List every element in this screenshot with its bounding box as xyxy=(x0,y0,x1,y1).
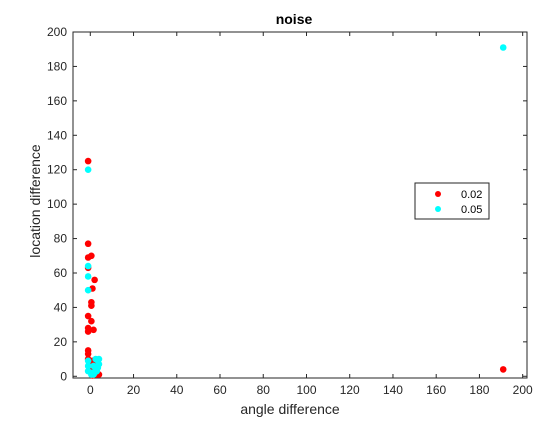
data-point-series-1 xyxy=(84,254,92,261)
legend: 0.02 0.05 xyxy=(414,182,490,220)
data-point-series-1 xyxy=(84,312,92,320)
x-tick-label: 60 xyxy=(213,383,227,397)
data-point-series-1 xyxy=(84,240,92,248)
chart-title: noise xyxy=(276,11,313,27)
data-point-series-2 xyxy=(84,262,92,270)
data-point-series-2 xyxy=(95,355,103,363)
legend-label: 0.02 xyxy=(461,189,482,201)
data-point-series-2 xyxy=(84,166,92,174)
data-point-series-2 xyxy=(84,273,92,280)
data-point-series-1 xyxy=(84,157,92,165)
legend-marker xyxy=(435,206,441,212)
data-point-series-1 xyxy=(90,326,97,334)
data-point-series-1 xyxy=(88,317,95,325)
data-point-series-1 xyxy=(84,328,92,335)
legend-label: 0.05 xyxy=(461,204,482,216)
y-tick-label: 40 xyxy=(54,300,68,314)
y-tick-label: 0 xyxy=(60,369,67,383)
y-tick-label: 60 xyxy=(54,266,68,280)
legend-box xyxy=(414,182,490,220)
y-tick-label: 200 xyxy=(47,25,67,39)
legend-marker xyxy=(435,191,441,197)
x-tick-label: 180 xyxy=(469,383,489,397)
data-point-series-2 xyxy=(84,357,92,365)
x-tick-label: 200 xyxy=(513,383,533,397)
x-axis-label: angle difference xyxy=(240,401,340,417)
data-point-series-2 xyxy=(499,44,507,51)
y-tick-label: 20 xyxy=(54,335,68,349)
axis-ticks xyxy=(73,31,527,378)
data-point-series-2 xyxy=(84,362,92,370)
data-point-series-1 xyxy=(499,366,507,373)
data-points xyxy=(84,44,507,379)
x-tick-label: 40 xyxy=(170,383,184,397)
x-tick-label: 80 xyxy=(257,383,271,397)
x-tick-label: 20 xyxy=(127,383,141,397)
y-tick-label: 120 xyxy=(47,163,67,177)
y-axis-label: location difference xyxy=(27,144,43,258)
x-tick-label: 140 xyxy=(383,383,403,397)
y-tick-label: 100 xyxy=(47,197,67,211)
x-tick-label: 160 xyxy=(426,383,446,397)
y-tick-label: 140 xyxy=(47,128,67,142)
y-tick-label: 180 xyxy=(47,59,67,73)
y-tick-label: 160 xyxy=(47,94,67,108)
x-tick-label: 100 xyxy=(296,383,316,397)
x-tick-label: 120 xyxy=(340,383,360,397)
data-point-series-1 xyxy=(91,276,98,284)
x-tick-label: 0 xyxy=(87,383,94,397)
data-point-series-1 xyxy=(84,350,92,358)
data-point-series-2 xyxy=(88,369,95,377)
data-point-series-2 xyxy=(84,286,92,294)
tick-labels: 0 20 40 60 80 100 120 140 160 180 200 0 20 40 60 80 100 1… xyxy=(47,25,533,397)
y-tick-label: 80 xyxy=(54,232,68,246)
data-point-series-1 xyxy=(88,302,95,310)
